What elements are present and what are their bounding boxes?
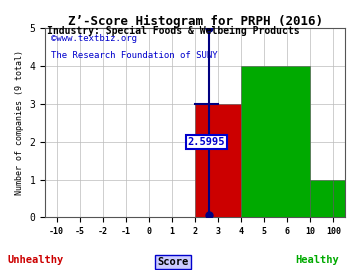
Text: ©www.textbiz.org: ©www.textbiz.org: [51, 34, 137, 43]
Text: 2.5995: 2.5995: [188, 137, 225, 147]
Title: Z’-Score Histogram for PRPH (2016): Z’-Score Histogram for PRPH (2016): [68, 15, 323, 28]
Y-axis label: Number of companies (9 total): Number of companies (9 total): [15, 50, 24, 195]
Text: The Research Foundation of SUNY: The Research Foundation of SUNY: [51, 51, 218, 60]
Text: Healthy: Healthy: [295, 255, 339, 265]
Bar: [195, 104, 241, 217]
Text: Industry: Special Foods & Welbeing Products: Industry: Special Foods & Welbeing Produ…: [47, 26, 300, 36]
Text: Score: Score: [157, 257, 188, 267]
Bar: [310, 180, 333, 217]
Text: Unhealthy: Unhealthy: [8, 255, 64, 265]
Bar: [241, 66, 310, 217]
Bar: [333, 180, 356, 217]
